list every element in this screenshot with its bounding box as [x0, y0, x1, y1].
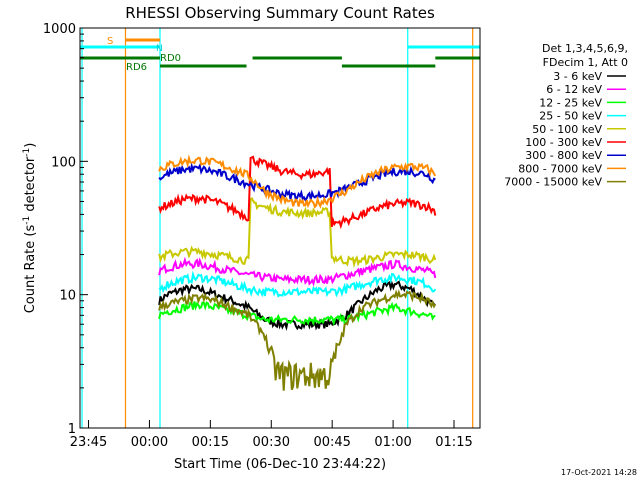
legend-label-2: 12 - 25 keV — [539, 96, 602, 109]
series-1 — [158, 256, 437, 287]
x-tick-label-5: 01:00 — [374, 435, 411, 450]
series-layer — [158, 154, 437, 391]
y-axis-label-sup1: -1 — [22, 216, 32, 225]
series-7 — [158, 154, 437, 209]
series-line-6 — [158, 162, 436, 203]
legend: Det 1,3,4,5,6,9, FDecim 1, Att 0 3 - 6 k… — [504, 42, 628, 189]
y-axis-label: Count Rate (s-1 detector-1) — [22, 143, 38, 314]
y-axis-label-end: ) — [23, 143, 38, 148]
legend-label-7: 800 - 7000 keV — [518, 162, 602, 175]
legend-label-8: 7000 - 15000 keV — [504, 176, 602, 189]
ticks-layer: 23:45 00:00 00:15 00:30 00:45 01:00 01:15 1 10 10… — [43, 22, 473, 450]
legend-label-4: 50 - 100 keV — [532, 123, 602, 136]
rd0-label: RD0 — [160, 53, 181, 64]
y-axis-label-main: Count Rate (s — [23, 225, 38, 314]
y-tick-label-3: 1000 — [43, 22, 76, 37]
series-2 — [158, 301, 436, 327]
y-tick-label-0: 1 — [68, 422, 76, 437]
night-label: N — [156, 44, 163, 54]
x-axis-label: Start Time (06-Dec-10 23:44:22) — [174, 457, 386, 472]
series-line-3 — [158, 270, 437, 298]
series-line-5 — [158, 155, 437, 230]
legend-header-line-2: FDecim 1, Att 0 — [543, 56, 628, 69]
rd6-label: RD6 — [126, 62, 147, 73]
series-line-2 — [158, 301, 436, 327]
saa-label: S — [107, 36, 113, 47]
legend-label-5: 100 - 300 keV — [525, 136, 602, 149]
series-4 — [158, 197, 437, 269]
legend-label-0: 3 - 6 keV — [553, 70, 602, 83]
y-axis-label-mid: detector — [23, 156, 38, 216]
x-tick-label-1: 00:00 — [131, 435, 168, 450]
legend-label-3: 25 - 50 keV — [539, 110, 602, 123]
legend-label-6: 300 - 800 keV — [525, 149, 602, 162]
x-tick-label-6: 01:15 — [435, 435, 472, 450]
x-tick-label-2: 00:15 — [192, 435, 229, 450]
timestamp: 17-Oct-2021 14:28 — [561, 468, 637, 477]
series-6 — [158, 162, 436, 203]
series-line-8 — [158, 289, 437, 391]
y-tick-label-2: 100 — [51, 155, 76, 170]
series-line-1 — [158, 256, 437, 287]
x-tick-label-4: 00:45 — [313, 435, 350, 450]
series-line-4 — [158, 197, 437, 269]
legend-label-1: 6 - 12 keV — [546, 83, 602, 96]
plot-frame — [79, 27, 481, 429]
guide-lines-layer — [81, 28, 474, 428]
legend-header-line-1: Det 1,3,4,5,6,9, — [542, 42, 628, 55]
series-8 — [158, 289, 437, 391]
status-bars-layer — [80, 38, 480, 68]
series-3 — [158, 270, 437, 298]
chart-title: RHESSI Observing Summary Count Rates — [125, 4, 435, 22]
y-axis-label-sup2: -1 — [22, 148, 32, 157]
series-line-7 — [158, 154, 437, 209]
y-tick-label-1: 10 — [59, 289, 76, 304]
series-5 — [158, 155, 437, 230]
x-tick-label-0: 23:45 — [70, 435, 107, 450]
x-tick-label-3: 00:30 — [253, 435, 290, 450]
